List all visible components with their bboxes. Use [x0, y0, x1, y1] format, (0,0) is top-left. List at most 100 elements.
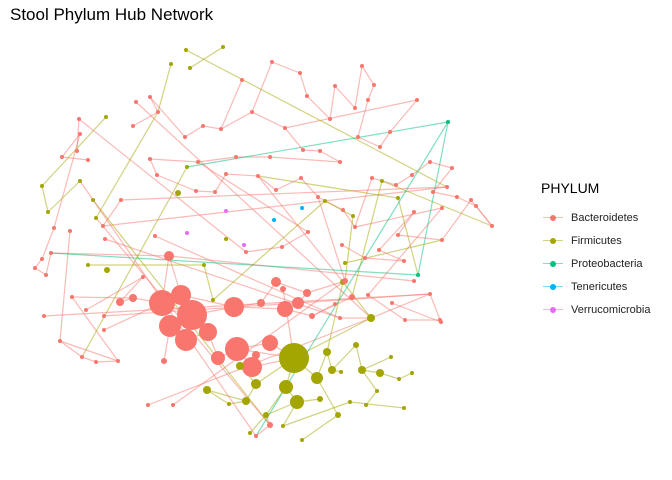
- network-node: [94, 360, 98, 364]
- network-node: [119, 198, 123, 202]
- network-node: [338, 316, 342, 320]
- legend-key-proteobacteria: [541, 257, 565, 271]
- network-node: [49, 251, 53, 255]
- network-edge: [225, 173, 259, 177]
- network-node: [438, 318, 442, 322]
- network-edge: [135, 101, 372, 319]
- legend-key-verrucomicrobia: [541, 303, 565, 317]
- network-edge: [355, 344, 363, 371]
- network-node: [184, 48, 188, 52]
- network-node: [360, 64, 364, 68]
- network-edge: [203, 264, 214, 301]
- network-node: [270, 60, 274, 64]
- network-node: [338, 160, 342, 164]
- network-edge: [317, 196, 346, 282]
- network-edge: [168, 255, 415, 282]
- network-node: [323, 199, 327, 203]
- network-node: [274, 188, 278, 192]
- network-node: [169, 62, 173, 66]
- network-node: [428, 292, 432, 296]
- network-node: [148, 95, 152, 99]
- network-edge: [378, 211, 415, 251]
- network-edge: [186, 121, 449, 168]
- network-edge: [184, 125, 204, 138]
- network-edge: [351, 180, 383, 298]
- network-node: [271, 277, 281, 287]
- network-edge: [271, 61, 301, 74]
- network-node: [469, 198, 473, 202]
- network-edge: [357, 136, 381, 148]
- network-edge: [354, 65, 363, 109]
- network-edge: [379, 131, 391, 148]
- network-edge: [284, 99, 418, 129]
- network-edge: [71, 296, 134, 299]
- network-node: [84, 308, 88, 312]
- network-node: [250, 110, 254, 114]
- network-node: [185, 165, 189, 169]
- legend-item-firmicutes: Firmicutes: [541, 229, 650, 252]
- network-node: [242, 357, 262, 377]
- network-edge: [41, 227, 55, 260]
- network-edge: [45, 252, 52, 276]
- network-node: [94, 216, 98, 220]
- legend-item-bacteroidetes: Bacteroidetes: [541, 206, 650, 229]
- network-edge: [429, 293, 442, 323]
- network-node: [366, 98, 370, 102]
- network-node: [171, 403, 175, 407]
- network-edge: [53, 133, 81, 229]
- legend-title: PHYLUM: [541, 180, 600, 196]
- network-edge: [269, 156, 341, 163]
- network-node: [280, 245, 284, 249]
- network-node: [78, 179, 82, 183]
- network-node: [146, 403, 150, 407]
- network-edge: [81, 166, 188, 358]
- network-edge: [102, 199, 122, 227]
- network-node: [445, 185, 449, 189]
- network-node: [428, 160, 432, 164]
- network-node: [290, 395, 304, 409]
- network-node: [412, 279, 416, 283]
- network-node: [211, 351, 225, 365]
- network-node: [412, 210, 416, 214]
- network-node: [353, 225, 357, 229]
- network-edge: [456, 196, 477, 207]
- network-node: [156, 110, 160, 114]
- legend-key-bacteroidetes: [541, 211, 565, 225]
- network-node: [389, 355, 393, 359]
- network-node: [40, 184, 44, 188]
- network-node: [102, 314, 106, 318]
- network-node: [263, 412, 269, 418]
- network-node: [298, 71, 302, 75]
- network-node: [280, 286, 286, 292]
- network-edge: [154, 235, 341, 319]
- network-node: [75, 149, 79, 153]
- network-node: [227, 402, 231, 406]
- network-node: [342, 278, 348, 284]
- network-node: [244, 250, 248, 254]
- network-node: [450, 166, 454, 170]
- network-edge: [214, 173, 227, 193]
- network-edge: [441, 199, 472, 241]
- network-edge: [432, 191, 458, 198]
- network-edge: [397, 211, 415, 236]
- network-node: [309, 313, 315, 319]
- network-edge: [119, 276, 144, 303]
- network-node: [416, 273, 420, 277]
- network-node: [129, 294, 137, 302]
- network-edge: [331, 344, 357, 371]
- network-node: [375, 389, 379, 393]
- network-node: [349, 294, 355, 300]
- network-edge: [306, 280, 346, 294]
- legend-key-tenericutes: [541, 280, 565, 294]
- network-node: [446, 120, 450, 124]
- network-node: [44, 273, 48, 277]
- network-node: [431, 190, 435, 194]
- network-edge: [41, 185, 49, 213]
- network-node: [415, 98, 419, 102]
- network-edge: [257, 175, 399, 199]
- network-node: [402, 259, 406, 263]
- network-node: [300, 438, 304, 442]
- network-edge: [302, 149, 321, 152]
- network-edge: [102, 186, 448, 227]
- network-edge: [251, 61, 273, 113]
